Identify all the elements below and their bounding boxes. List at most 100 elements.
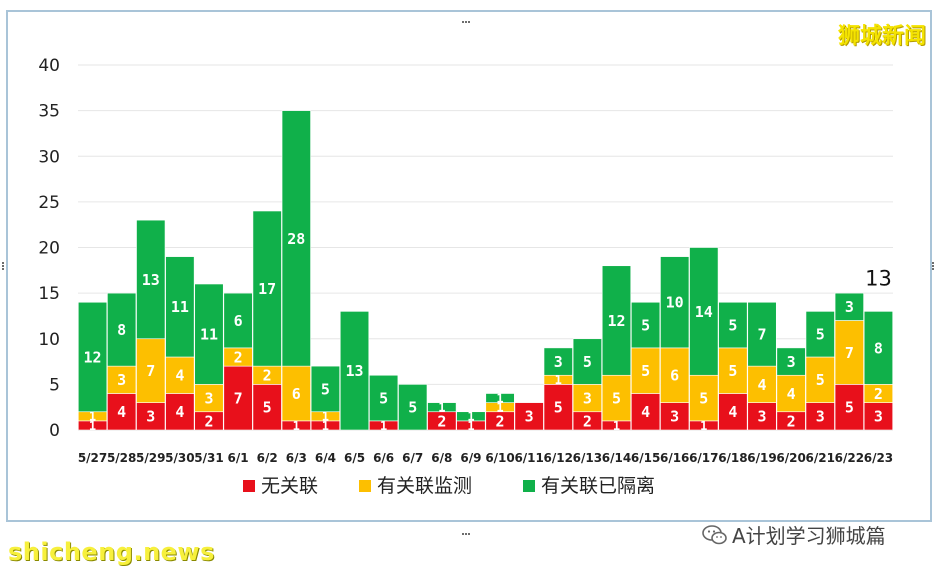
bar-segment: [339, 311, 370, 431]
x-tick-label: 5/28: [107, 451, 136, 465]
data-label: 5: [728, 316, 737, 334]
bar-segment: [572, 338, 602, 385]
bar-segment: [572, 384, 602, 413]
y-tick-label: 0: [49, 421, 60, 441]
data-label: 4: [728, 403, 737, 421]
data-label: 5: [612, 389, 621, 407]
watermark: shicheng.news: [8, 538, 215, 566]
bar-segment: [281, 110, 311, 367]
data-label: 5: [554, 399, 563, 417]
data-label: 2: [787, 412, 796, 430]
data-label: 2: [583, 412, 592, 430]
data-label: 7: [758, 326, 767, 344]
legend-swatch: [243, 480, 255, 492]
bar-segment: [223, 292, 253, 349]
y-tick-label: 15: [38, 284, 60, 304]
bar-segment: [834, 384, 864, 431]
data-label: 1: [322, 419, 329, 433]
data-label: 2: [263, 367, 272, 385]
x-tick-label: 6/16: [660, 451, 689, 465]
data-label: 1: [467, 419, 474, 433]
bar-segment: [107, 292, 137, 367]
wechat-account-name: A计划学习狮城篇: [732, 524, 886, 548]
bar-segment: [369, 374, 399, 422]
total-annotation: 13: [865, 266, 892, 290]
bar-segment: [165, 256, 195, 358]
data-label: 1: [293, 419, 300, 433]
x-tick-label: 6/20: [776, 451, 805, 465]
data-label: 1: [322, 410, 329, 424]
data-label: 1: [89, 410, 96, 424]
bar-segment: [689, 247, 719, 376]
bar-segment: [310, 365, 340, 413]
data-label: 5: [379, 389, 388, 407]
resize-handle-bottom[interactable]: [462, 520, 472, 535]
data-label: 2: [496, 412, 505, 430]
bar-segment: [165, 393, 195, 431]
data-label: 1: [380, 419, 387, 433]
data-label: 3: [787, 353, 796, 371]
bar-segment: [77, 301, 108, 413]
data-label: 1: [496, 401, 503, 415]
data-label: 4: [758, 376, 767, 394]
data-label: 1: [613, 419, 620, 433]
bar-segment: [776, 374, 806, 413]
bar-segment: [194, 384, 224, 413]
x-tick-label: 5/27: [78, 451, 107, 465]
data-label: 3: [525, 408, 534, 426]
bar-segment: [136, 402, 166, 431]
data-label: 4: [787, 385, 796, 403]
bar-segment: [631, 301, 661, 349]
data-label: 3: [117, 371, 126, 389]
x-tick-label: 6/21: [806, 451, 835, 465]
data-label: 5: [816, 326, 825, 344]
bar-segment: [543, 347, 573, 376]
data-label: 5: [699, 389, 708, 407]
data-label: 4: [175, 367, 184, 385]
resize-handle-left[interactable]: [2, 262, 6, 272]
x-tick-label: 6/17: [689, 451, 718, 465]
data-label: 12: [607, 312, 625, 330]
y-tick-label: 5: [49, 375, 60, 395]
data-label: 2: [234, 348, 243, 366]
bar-segment: [660, 256, 690, 349]
data-label: 3: [583, 389, 592, 407]
data-label: 11: [171, 298, 189, 316]
data-label: 17: [258, 280, 276, 298]
data-label: 3: [816, 408, 825, 426]
legend-label: 有关联监测: [377, 475, 472, 497]
data-label: 3: [874, 408, 883, 426]
wechat-icon: [702, 524, 727, 544]
data-label: 2: [204, 412, 213, 430]
bar-segment: [194, 283, 224, 385]
y-tick-label: 35: [38, 102, 60, 122]
data-label: 1: [438, 401, 445, 415]
data-label: 5: [321, 380, 330, 398]
bar-segment: [223, 365, 253, 431]
bar-segment: [863, 311, 894, 385]
data-label: 6: [670, 367, 679, 385]
data-label: 3: [670, 408, 679, 426]
bar-segment: [863, 402, 894, 431]
y-tick-label: 40: [38, 56, 60, 76]
data-label: 3: [758, 408, 767, 426]
resize-handle-right[interactable]: [932, 262, 936, 272]
x-tick-label: 6/7: [402, 451, 423, 465]
legend-swatch: [359, 480, 371, 492]
data-label: 5: [408, 399, 417, 417]
y-tick-label: 30: [38, 147, 60, 167]
wechat-account: A计划学习狮城篇: [702, 520, 886, 549]
bar-segment: [107, 365, 137, 394]
data-label: 3: [845, 298, 854, 316]
resize-handle-top[interactable]: [462, 8, 472, 23]
x-tick-label: 6/19: [747, 451, 776, 465]
x-tick-label: 6/18: [718, 451, 747, 465]
bar-segment: [281, 365, 311, 422]
bar-segment: [805, 311, 835, 358]
bar-segment: [718, 393, 748, 431]
bar-segment: [718, 301, 748, 349]
data-label: 11: [200, 326, 218, 344]
bar-segment: [834, 292, 864, 321]
data-label: 13: [142, 271, 160, 289]
data-label: 1: [700, 419, 707, 433]
